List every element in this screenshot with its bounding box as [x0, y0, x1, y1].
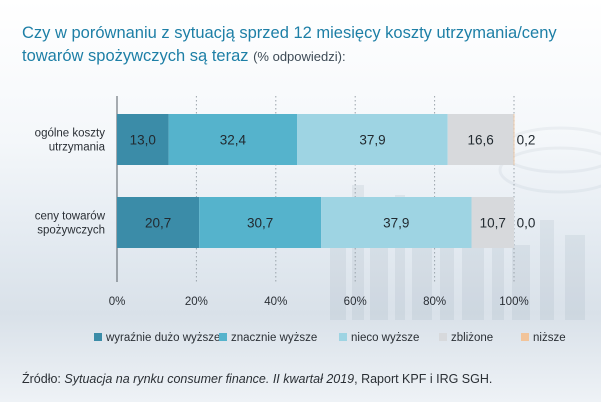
legend-swatch [339, 333, 347, 341]
bar-segment [168, 114, 298, 165]
legend-label: zbliżone [451, 332, 493, 344]
title-subtitle: (% odpowiedzi): [253, 49, 346, 64]
legend-swatch [439, 333, 447, 341]
bar-value-label: 20,7 [145, 216, 171, 231]
bar-value-label: 10,7 [480, 216, 506, 231]
chart-title: Czy w porównaniu z sytuacją sprzed 12 mi… [22, 22, 582, 68]
source-note: Źródło: Sytuacja na rynku consumer finan… [22, 372, 582, 386]
bar-segment [471, 197, 514, 248]
bar-value-label: 16,6 [468, 133, 494, 148]
bar-value-label: 0,0 [517, 216, 536, 231]
bar-value-label: 0,2 [517, 133, 536, 148]
source-title: Sytuacja na rynku consumer finance. II k… [64, 372, 355, 386]
legend-label: znacznie wyższe [231, 332, 317, 344]
legend-swatch [94, 333, 102, 341]
x-tick-label: 20% [185, 296, 208, 308]
bar-segment [117, 197, 200, 248]
bar-segment [513, 114, 515, 165]
bar-value-label: 37,9 [359, 133, 385, 148]
x-tick-label: 40% [264, 296, 287, 308]
category-label: ogólne koszty utrzymania [35, 128, 106, 154]
category-label: ceny towarów spożywczych [35, 211, 106, 237]
bar-value-label: 13,0 [130, 133, 156, 148]
bar-segment [447, 114, 514, 165]
title-main: Czy w porównaniu z sytuacją sprzed 12 mi… [22, 24, 557, 65]
bar-segment [117, 114, 169, 165]
bar-value-label: 37,9 [383, 216, 409, 231]
source-prefix: Źródło: [22, 372, 65, 386]
bar-value-label: 30,7 [247, 216, 273, 231]
legend-label: nieco wyższe [351, 332, 419, 344]
x-tick-label: 80% [423, 296, 446, 308]
legend-label: wyraźnie dużo wyższe [105, 332, 220, 344]
source-suffix: , Raport KPF i IRG SGH. [354, 372, 493, 386]
legend-swatch [521, 333, 529, 341]
x-tick-label: 100% [499, 296, 528, 308]
bar-segment [321, 197, 472, 248]
x-tick-label: 0% [109, 296, 126, 308]
bar-segment [297, 114, 448, 165]
legend-label: niższe [533, 332, 566, 344]
x-tick-label: 60% [344, 296, 367, 308]
legend-swatch [219, 333, 227, 341]
bar-value-label: 32,4 [220, 133, 247, 148]
bar-segment [199, 197, 322, 248]
